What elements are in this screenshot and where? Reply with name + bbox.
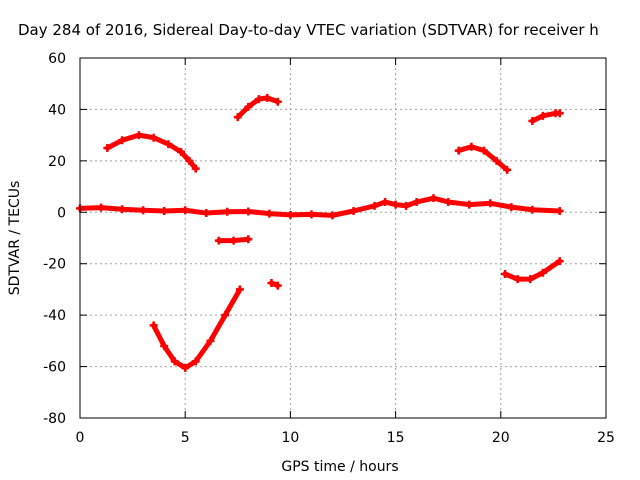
data-point bbox=[538, 268, 547, 277]
chart-title: Day 284 of 2016, Sidereal Day-to-day VTE… bbox=[18, 21, 599, 39]
data-point bbox=[273, 97, 282, 106]
data-point bbox=[349, 207, 358, 215]
x-tick-label: 20 bbox=[492, 430, 510, 446]
y-axis-label: SDTVAR / TECUs bbox=[7, 181, 23, 296]
data-point bbox=[267, 279, 276, 287]
data-point bbox=[479, 146, 488, 155]
series-line bbox=[502, 258, 563, 282]
data-point bbox=[160, 342, 169, 350]
data-point bbox=[229, 236, 238, 245]
data-point bbox=[97, 203, 106, 212]
series-arc-2 bbox=[103, 131, 200, 173]
data-point bbox=[555, 207, 564, 215]
data-point bbox=[206, 336, 215, 345]
data-point bbox=[254, 95, 263, 104]
data-point bbox=[391, 200, 400, 209]
data-point bbox=[191, 164, 200, 173]
x-tick-label: 25 bbox=[597, 430, 615, 446]
data-point bbox=[160, 207, 169, 215]
data-point bbox=[513, 275, 522, 284]
plot-frame bbox=[79, 57, 607, 419]
data-point bbox=[402, 201, 411, 210]
data-point bbox=[118, 205, 127, 214]
series-arc-8 bbox=[528, 109, 564, 125]
data-point bbox=[149, 133, 158, 142]
data-point bbox=[501, 270, 510, 278]
y-tick-label: -80 bbox=[43, 411, 66, 427]
data-point bbox=[507, 203, 516, 212]
series-arc-6 bbox=[149, 285, 244, 372]
data-point bbox=[467, 142, 476, 151]
series-arc-3 bbox=[233, 93, 282, 122]
data-point bbox=[185, 156, 194, 165]
data-point bbox=[503, 165, 512, 174]
data-point bbox=[286, 210, 295, 219]
y-tick-label: 0 bbox=[57, 205, 66, 221]
series-arc-5 bbox=[267, 279, 282, 290]
data-point bbox=[307, 210, 316, 219]
data-point bbox=[555, 109, 564, 118]
data-point bbox=[214, 236, 223, 245]
data-point bbox=[273, 281, 282, 290]
x-tick-label: 5 bbox=[181, 430, 190, 446]
data-point bbox=[244, 207, 253, 216]
data-point bbox=[492, 156, 501, 165]
y-tick-label: -20 bbox=[43, 257, 66, 273]
data-point bbox=[328, 211, 337, 220]
data-point bbox=[118, 136, 127, 145]
data-point bbox=[444, 198, 453, 206]
x-tick-label: 0 bbox=[76, 430, 85, 446]
x-tick-label: 15 bbox=[387, 430, 405, 446]
y-tick-label: 40 bbox=[48, 102, 66, 118]
data-point bbox=[381, 198, 390, 206]
data-point bbox=[486, 199, 495, 208]
data-point bbox=[429, 194, 438, 203]
data-point bbox=[170, 357, 179, 366]
data-point bbox=[454, 146, 463, 155]
y-tick-label: -60 bbox=[43, 360, 66, 376]
x-tick-label: 10 bbox=[281, 430, 299, 446]
series-line bbox=[151, 286, 243, 371]
data-point bbox=[263, 93, 272, 102]
data-point bbox=[244, 102, 253, 111]
data-point bbox=[555, 257, 564, 266]
series-arc-7 bbox=[454, 142, 512, 174]
series-line bbox=[77, 195, 563, 218]
data-point bbox=[235, 285, 244, 294]
y-tick-label: -40 bbox=[43, 308, 66, 324]
data-point bbox=[176, 147, 185, 156]
data-point bbox=[244, 235, 253, 244]
data-point bbox=[181, 206, 190, 215]
data-point bbox=[181, 363, 190, 372]
data-point bbox=[528, 205, 537, 214]
data-point bbox=[202, 209, 211, 218]
x-axis-label: GPS time / hours bbox=[281, 459, 398, 475]
data-point bbox=[191, 357, 200, 366]
data-point bbox=[223, 207, 232, 216]
data-point bbox=[412, 198, 421, 206]
data-point bbox=[233, 113, 242, 122]
axis-ticks: 0 5 10 15 20 25 -80 -60 -40 -20 0 20 40 60 bbox=[43, 51, 615, 446]
series-arc-1 bbox=[76, 194, 564, 220]
data-point bbox=[526, 275, 535, 284]
data-point bbox=[528, 117, 537, 125]
data-point bbox=[139, 206, 148, 215]
data-point bbox=[103, 144, 112, 152]
data-point bbox=[164, 140, 173, 149]
data-point bbox=[465, 200, 474, 209]
data-series bbox=[76, 93, 564, 372]
data-point bbox=[370, 201, 379, 210]
data-point bbox=[538, 111, 547, 120]
data-point bbox=[265, 209, 274, 218]
grid bbox=[80, 58, 606, 418]
data-point bbox=[149, 321, 158, 330]
data-point bbox=[221, 311, 230, 320]
data-point bbox=[134, 131, 143, 140]
y-tick-label: 20 bbox=[48, 154, 66, 170]
y-tick-label: 60 bbox=[48, 51, 66, 67]
series-arc-4 bbox=[214, 235, 253, 245]
series-arc-9 bbox=[501, 257, 564, 284]
